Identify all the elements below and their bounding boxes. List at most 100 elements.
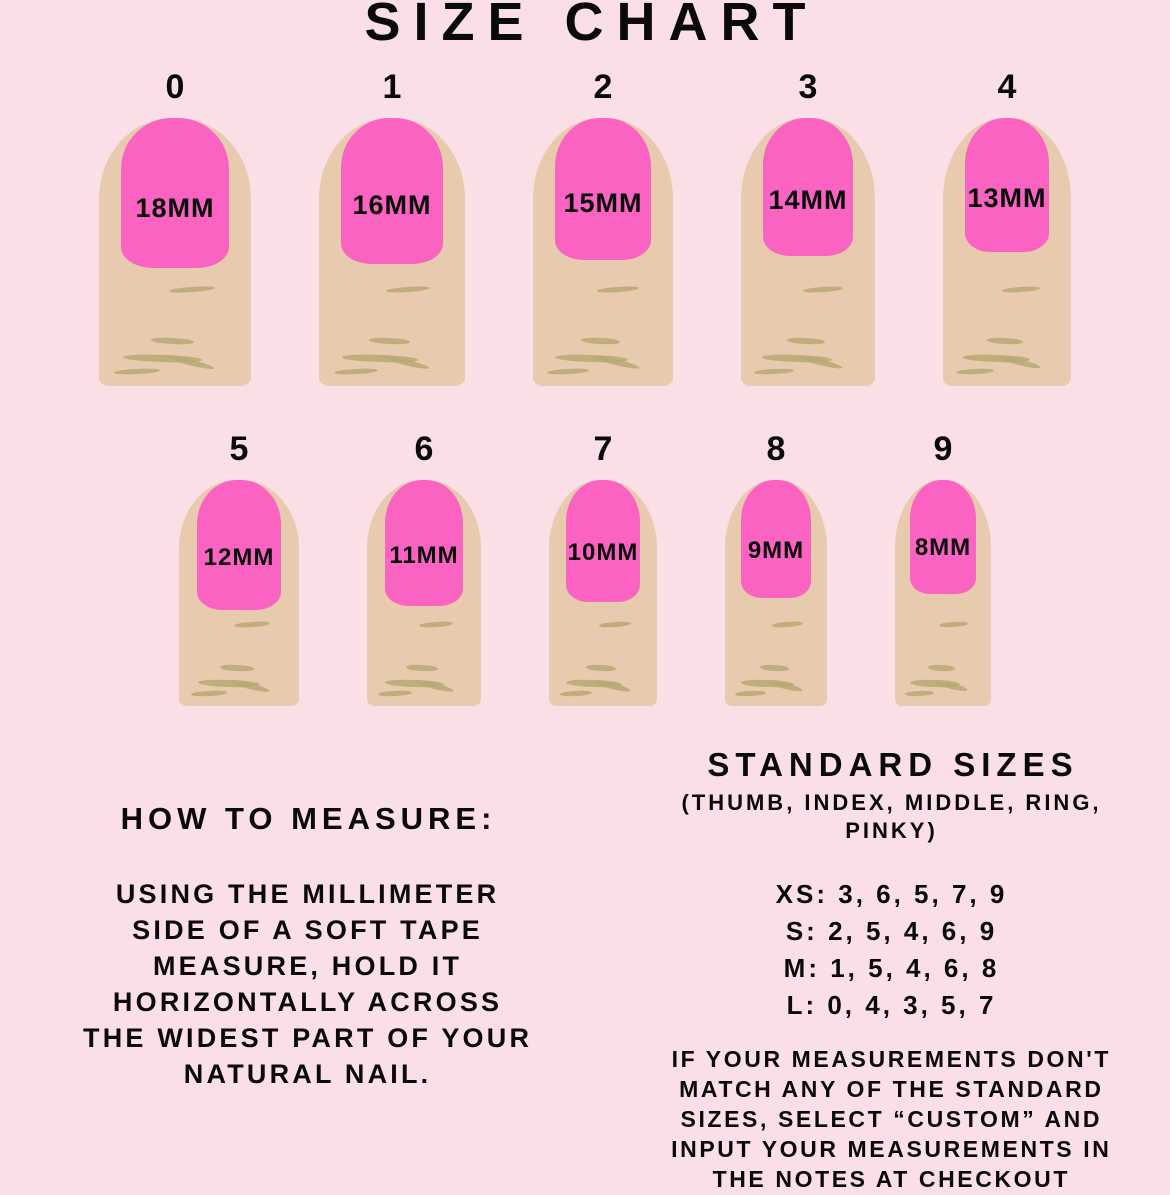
finger-body: 9MM	[725, 480, 827, 706]
knuckle-crease	[559, 690, 593, 698]
nail-plate: 9MM	[741, 480, 811, 598]
knuckle-crease	[333, 367, 378, 375]
nail-plate: 15MM	[555, 118, 651, 260]
nail-size-label: 12MM	[203, 544, 275, 571]
standard-size-entry-l: L: 0, 4, 3, 5, 7	[786, 989, 997, 1020]
custom-size-note-line: INPUT YOUR MEASUREMENTS IN	[671, 1136, 1112, 1163]
size-number-label: 1	[382, 68, 402, 106]
nail-plate: 10MM	[566, 480, 640, 602]
custom-size-note-line: THE NOTES AT CHECKOUT	[712, 1165, 1071, 1192]
knuckle-crease	[939, 621, 969, 629]
custom-size-note: IF YOUR MEASUREMENTS DON'T MATCH ANY OF …	[620, 1045, 1160, 1194]
finger-row-top: 0 18MM 1 16MM 2 15MM 3 14MM 4 13MM	[0, 70, 1170, 386]
nail-plate: 12MM	[197, 480, 281, 610]
finger-body: 11MM	[367, 480, 481, 706]
finger-8: 8 9MM	[725, 432, 827, 706]
finger-body: 13MM	[943, 118, 1071, 386]
nail-plate: 18MM	[121, 118, 229, 268]
size-number-label: 3	[798, 68, 818, 106]
nail-plate: 13MM	[965, 118, 1049, 252]
knuckle-crease	[368, 336, 410, 345]
custom-size-note-line: IF YOUR MEASUREMENTS DON'T	[671, 1046, 1111, 1073]
knuckle-crease	[955, 367, 995, 375]
how-to-measure-section: HOW TO MEASURE: USING THE MILLIMETER SID…	[26, 800, 586, 1093]
standard-sizes-list: XS: 3, 6, 5, 7, 9 S: 2, 5, 4, 6, 9 M: 1,…	[620, 876, 1160, 1024]
how-to-measure-heading: HOW TO MEASURE:	[120, 801, 497, 836]
size-number-label: 0	[165, 68, 185, 106]
knuckle-crease	[927, 664, 955, 673]
standard-sizes-section: STANDARD SIZES (THUMB, INDEX, MIDDLE, RI…	[620, 745, 1160, 1195]
finger-1: 1 16MM	[319, 70, 465, 386]
size-number-label: 2	[593, 68, 613, 106]
standard-sizes-subheading-line: (THUMB, INDEX, MIDDLE, RING,	[681, 789, 1102, 815]
how-to-measure-line: MEASURE, HOLD IT	[152, 951, 463, 981]
how-to-measure-line: NATURAL NAIL.	[183, 1058, 432, 1089]
knuckle-crease	[1001, 285, 1041, 294]
knuckle-crease	[114, 367, 160, 375]
nail-size-label: 8MM	[914, 534, 972, 562]
how-to-measure-line: HORIZONTALLY ACROSS	[112, 986, 503, 1017]
how-to-measure-line: SIDE OF A SOFT TAPE	[132, 915, 483, 946]
knuckle-crease	[580, 336, 620, 345]
how-to-measure-line: THE WIDEST PART OF YOUR	[83, 1022, 533, 1053]
size-number-label: 6	[414, 430, 434, 468]
finger-body: 18MM	[99, 118, 251, 386]
knuckle-crease	[759, 664, 789, 673]
knuckle-crease	[190, 690, 228, 698]
finger-body: 10MM	[549, 480, 657, 706]
nail-size-label: 16MM	[352, 190, 432, 221]
nail-size-label: 15MM	[563, 187, 643, 218]
finger-7: 7 10MM	[549, 432, 657, 706]
finger-body: 12MM	[179, 480, 299, 706]
knuckle-crease	[234, 621, 271, 629]
size-number-label: 9	[933, 430, 953, 468]
knuckle-crease	[598, 621, 632, 629]
finger-body: 15MM	[533, 118, 673, 386]
finger-0: 0 18MM	[99, 70, 251, 386]
standard-size-entry-m: M: 1, 5, 4, 6, 8	[783, 952, 1000, 983]
finger-6: 6 11MM	[367, 432, 481, 706]
knuckle-crease	[585, 664, 617, 673]
finger-body: 14MM	[741, 118, 875, 386]
finger-body: 16MM	[319, 118, 465, 386]
knuckle-crease	[904, 690, 934, 698]
finger-4: 4 13MM	[943, 70, 1071, 386]
page-title: SIZE CHART	[364, 0, 819, 52]
standard-sizes-heading: STANDARD SIZES	[707, 746, 1079, 783]
size-number-label: 8	[766, 430, 786, 468]
knuckle-crease	[219, 664, 254, 673]
knuckle-crease	[386, 285, 431, 294]
standard-sizes-subheading: (THUMB, INDEX, MIDDLE, RING, PINKY)	[620, 789, 1160, 846]
knuckle-crease	[735, 690, 766, 698]
nail-size-label: 14MM	[768, 185, 848, 216]
custom-size-note-line: MATCH ANY OF THE STANDARD	[679, 1076, 1104, 1103]
how-to-measure-body: USING THE MILLIMETER SIDE OF A SOFT TAPE…	[26, 877, 586, 1092]
knuckle-crease	[771, 621, 803, 629]
knuckle-crease	[546, 367, 590, 375]
knuckle-crease	[597, 285, 640, 294]
knuckle-crease	[168, 285, 215, 294]
finger-9: 9 8MM	[895, 432, 991, 706]
nail-size-label: 18MM	[135, 192, 215, 223]
nail-plate: 16MM	[341, 118, 443, 264]
knuckle-crease	[786, 336, 825, 345]
nail-plate: 11MM	[385, 480, 463, 606]
knuckle-crease	[378, 690, 413, 698]
nail-size-label: 10MM	[567, 539, 639, 567]
standard-size-entry-s: S: 2, 5, 4, 6, 9	[785, 915, 998, 946]
finger-3: 3 14MM	[741, 70, 875, 386]
nail-size-label: 13MM	[967, 182, 1047, 213]
knuckle-crease	[150, 336, 194, 345]
nail-size-label: 11MM	[389, 541, 459, 569]
knuckle-crease	[754, 367, 795, 375]
nail-size-label: 9MM	[747, 536, 805, 564]
how-to-measure-line: USING THE MILLIMETER	[115, 879, 500, 910]
standard-sizes-subheading-line: PINKY)	[845, 818, 938, 844]
size-number-label: 4	[997, 68, 1017, 106]
knuckle-crease	[802, 285, 843, 294]
finger-body: 8MM	[895, 480, 991, 706]
nail-plate: 8MM	[910, 480, 976, 594]
finger-5: 5 12MM	[179, 432, 299, 706]
size-number-label: 5	[229, 430, 249, 468]
nail-plate: 14MM	[763, 118, 853, 256]
